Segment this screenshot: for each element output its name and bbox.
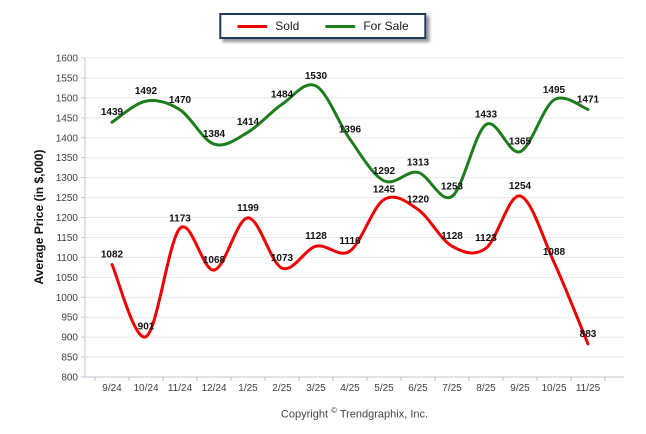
svg-text:10/25: 10/25 — [541, 383, 566, 394]
svg-text:1500: 1500 — [56, 93, 79, 104]
data-label: 1439 — [101, 107, 124, 118]
sold-line — [110, 194, 590, 346]
copyright-text: Copyright © Trendgraphix, Inc. — [85, 406, 624, 421]
svg-text:11/25: 11/25 — [576, 383, 601, 394]
legend-item-sold: Sold — [237, 20, 299, 32]
svg-text:5/25: 5/25 — [374, 383, 394, 394]
svg-text:1050: 1050 — [56, 273, 79, 284]
data-label: 1123 — [475, 233, 497, 244]
data-label: 901 — [138, 322, 155, 333]
legend: Sold For Sale — [219, 13, 427, 39]
svg-text:9/24: 9/24 — [102, 383, 122, 394]
data-label: 1492 — [135, 86, 158, 97]
svg-text:1550: 1550 — [56, 73, 79, 84]
svg-text:9/25: 9/25 — [510, 383, 530, 394]
svg-text:800: 800 — [61, 373, 78, 384]
data-label: 1088 — [543, 247, 566, 258]
svg-text:11/24: 11/24 — [168, 383, 193, 394]
svg-text:900: 900 — [61, 333, 78, 344]
x-axis-ticks — [94, 377, 606, 381]
for-sale-line — [110, 83, 590, 200]
data-label: 1530 — [305, 71, 328, 82]
data-label: 1396 — [339, 124, 362, 135]
copyright-prefix: Copyright — [280, 409, 328, 421]
svg-text:7/25: 7/25 — [442, 383, 462, 394]
svg-text:1350: 1350 — [56, 153, 79, 164]
data-labels-for-sale: 1439 1492 1470 1384 1414 1484 1530 1396 1292 1313… — [101, 71, 600, 192]
sold-line-swatch — [237, 24, 268, 28]
svg-text:8/25: 8/25 — [476, 383, 496, 394]
svg-text:1600: 1600 — [56, 54, 79, 65]
x-axis-labels: 9/24 10/24 11/24 12/24 1/25 2/25 3/25 4/25 5/25 6… — [102, 383, 600, 394]
svg-text:4/25: 4/25 — [340, 383, 360, 394]
data-label: 1433 — [475, 110, 498, 121]
copyright-suffix: Trendgraphix, Inc. — [339, 409, 429, 421]
data-label: 1220 — [407, 195, 430, 206]
svg-text:1150: 1150 — [56, 233, 78, 244]
svg-text:1400: 1400 — [56, 133, 79, 144]
data-label: 1384 — [203, 129, 226, 140]
data-label: 1082 — [101, 250, 124, 261]
svg-text:6/25: 6/25 — [408, 383, 428, 394]
data-label: 1484 — [271, 89, 294, 100]
svg-text:3/25: 3/25 — [306, 383, 326, 394]
legend-item-for-sale: For Sale — [325, 19, 409, 33]
data-label: 1068 — [203, 255, 226, 266]
svg-text:1100: 1100 — [56, 253, 78, 264]
data-label: 1073 — [271, 253, 294, 264]
svg-text:1300: 1300 — [56, 173, 79, 184]
legend-label-sold: Sold — [275, 19, 300, 33]
data-label: 1253 — [441, 181, 464, 192]
svg-text:1/25: 1/25 — [238, 383, 258, 394]
data-labels-sold: 1082 901 1173 1068 1199 1073 1128 1116 1245 1220 1… — [101, 181, 597, 340]
data-label: 1245 — [373, 185, 396, 196]
svg-text:1200: 1200 — [56, 213, 79, 224]
data-label: 1128 — [305, 231, 327, 242]
data-label: 1128 — [441, 231, 463, 242]
data-label: 1470 — [169, 95, 192, 106]
gridlines — [85, 57, 624, 378]
legend-label-for-sale: For Sale — [363, 19, 409, 33]
svg-text:1250: 1250 — [56, 193, 79, 204]
data-label: 1116 — [339, 236, 361, 247]
svg-text:850: 850 — [61, 353, 78, 364]
svg-text:950: 950 — [61, 313, 78, 324]
data-label: 1495 — [543, 85, 566, 96]
data-label: 1471 — [577, 94, 600, 105]
data-label: 1414 — [237, 117, 260, 128]
data-label: 1199 — [237, 203, 259, 214]
y-axis-tick-labels: 800 850 900 950 1000 1050 1100 1150 1200 1250 1300… — [56, 54, 79, 384]
svg-text:12/24: 12/24 — [201, 383, 226, 394]
svg-text:1450: 1450 — [56, 113, 79, 124]
data-label: 883 — [580, 329, 597, 340]
data-label: 1173 — [169, 213, 191, 224]
y-axis-ticks — [81, 57, 85, 378]
series-sold: 1082 901 1173 1068 1199 1073 1128 1116 1245 1220 1… — [101, 181, 597, 346]
data-label: 1365 — [509, 137, 532, 148]
data-label: 1313 — [407, 157, 430, 168]
data-label: 1292 — [373, 166, 396, 177]
svg-text:10/24: 10/24 — [133, 383, 158, 394]
for-sale-line-swatch — [325, 24, 356, 28]
svg-text:2/25: 2/25 — [272, 383, 292, 394]
y-axis-title: Average Price (in $,000) — [32, 149, 46, 285]
svg-text:1000: 1000 — [56, 293, 79, 304]
copyright-symbol: © — [331, 406, 337, 416]
series-for-sale: 1439 1492 1470 1384 1414 1484 1530 1396 1292 1313… — [101, 71, 600, 200]
data-label: 1254 — [509, 181, 532, 192]
